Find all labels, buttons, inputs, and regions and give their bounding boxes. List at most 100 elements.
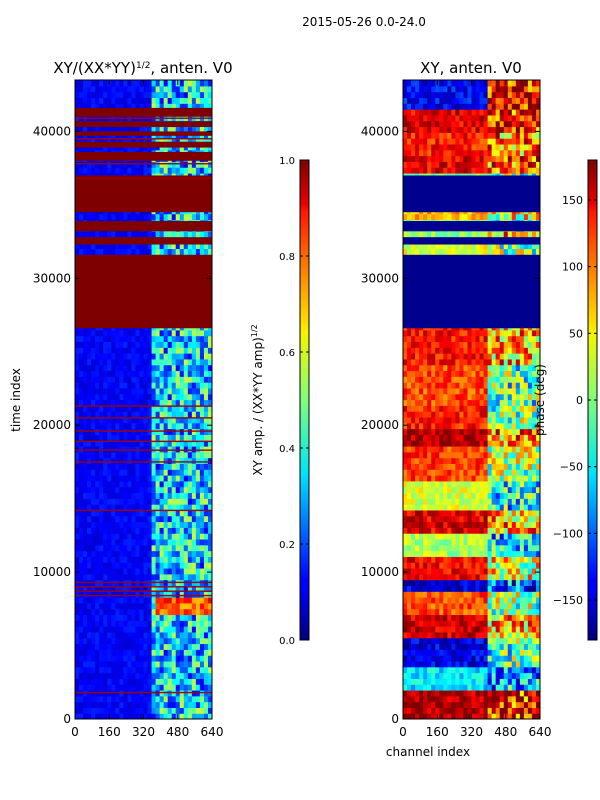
heatmap-cell xyxy=(423,666,428,674)
heatmap-cell xyxy=(491,631,497,639)
heatmap-cell xyxy=(519,649,525,656)
heatmap-cell xyxy=(171,562,177,569)
heatmap-cell xyxy=(199,353,205,360)
heatmap-cell xyxy=(171,126,177,133)
heatmap-cell xyxy=(135,358,141,366)
flagged-row-line xyxy=(75,449,212,451)
heatmap-cell xyxy=(111,80,116,87)
heatmap-cell xyxy=(175,480,181,488)
heatmap-cell xyxy=(139,440,145,447)
heatmap-cell xyxy=(491,585,497,592)
heatmap-cell xyxy=(167,103,173,110)
heatmap-cell xyxy=(111,242,116,250)
heatmap-cell xyxy=(147,231,153,238)
heatmap-cell xyxy=(159,399,165,406)
heatmap-cell xyxy=(91,376,96,383)
heatmap-cell xyxy=(95,562,100,569)
heatmap-cell xyxy=(167,672,173,679)
heatmap-cell xyxy=(83,231,88,238)
heatmap-cell xyxy=(171,329,177,337)
heatmap-cell xyxy=(123,457,128,464)
heatmap-cell xyxy=(191,213,197,221)
heatmap-cell xyxy=(175,393,181,401)
heatmap-cell xyxy=(535,567,540,575)
heatmap-cell xyxy=(79,358,84,366)
heatmap-cell xyxy=(159,85,165,93)
heatmap-cell xyxy=(135,608,141,616)
heatmap-cell xyxy=(191,527,197,534)
heatmap-cell xyxy=(95,631,100,639)
heatmap-cell xyxy=(83,451,88,459)
heatmap-cell xyxy=(111,660,116,668)
heatmap-cell xyxy=(87,515,92,523)
heatmap-cell xyxy=(175,562,181,569)
heatmap-cell xyxy=(151,434,157,441)
heatmap-cell xyxy=(139,329,145,337)
heatmap-cell xyxy=(131,341,137,348)
heatmap-cell xyxy=(147,567,153,575)
heatmap-cell xyxy=(163,405,169,412)
heatmap-cell xyxy=(419,666,424,674)
heatmap-cell xyxy=(163,422,169,430)
heatmap-cell xyxy=(167,533,173,540)
heatmap-cell xyxy=(207,533,212,540)
heatmap-cell xyxy=(503,695,509,703)
heatmap-cell xyxy=(515,707,521,714)
heatmap-cell xyxy=(167,573,173,581)
heatmap-cell xyxy=(103,701,108,708)
heatmap-cell xyxy=(99,550,104,557)
heatmap-cell xyxy=(87,80,92,87)
heatmap-cell xyxy=(95,457,100,464)
heatmap-cell xyxy=(99,416,104,424)
heatmap-cell xyxy=(487,672,493,679)
heatmap-cell xyxy=(435,544,440,552)
heatmap-cell xyxy=(459,707,465,714)
heatmap-cell xyxy=(151,167,157,174)
heatmap-cell xyxy=(459,573,465,581)
heatmap-cell xyxy=(203,393,209,401)
heatmap-cell xyxy=(83,556,88,563)
heatmap-cell xyxy=(191,631,197,639)
heatmap-cell xyxy=(203,97,209,104)
heatmap-cell xyxy=(167,457,173,464)
heatmap-cell xyxy=(463,562,469,569)
heatmap-cell xyxy=(203,509,209,517)
heatmap-cell xyxy=(103,440,108,447)
heatmap-cell xyxy=(491,672,497,679)
heatmap-cell xyxy=(439,689,444,697)
heatmap-cell xyxy=(151,631,157,639)
heatmap-cell xyxy=(435,701,440,708)
heatmap-cell xyxy=(91,591,96,598)
heatmap-cell xyxy=(151,405,157,412)
heatmap-cell xyxy=(95,335,100,343)
heatmap-cell xyxy=(159,655,165,662)
heatmap-cell xyxy=(183,341,189,348)
heatmap-cell xyxy=(91,463,96,470)
heatmap-cell xyxy=(95,643,100,650)
heatmap-cell xyxy=(207,660,212,668)
heatmap-cell xyxy=(99,445,104,453)
heatmap-cell xyxy=(115,463,120,470)
heatmap-cell xyxy=(191,393,197,401)
heatmap-cell xyxy=(163,660,169,668)
heatmap-cell xyxy=(107,364,112,372)
heatmap-cell xyxy=(451,620,456,627)
heatmap-cell xyxy=(127,608,133,616)
heatmap-cell xyxy=(135,463,141,470)
heatmap-cell xyxy=(195,248,201,255)
heatmap-cell xyxy=(523,707,529,714)
heatmap-cell xyxy=(131,701,137,708)
heatmap-cell xyxy=(123,242,128,250)
heatmap-cell xyxy=(419,591,424,598)
heatmap-cell xyxy=(463,666,469,674)
heatmap-cell xyxy=(127,573,133,581)
colorbar-tick-label: 0.0 xyxy=(279,636,295,647)
heatmap-cell xyxy=(171,666,177,674)
heatmap-cell xyxy=(127,533,133,540)
heatmap-cell xyxy=(483,684,489,691)
heatmap-cell xyxy=(103,329,108,337)
heatmap-cell xyxy=(207,486,212,494)
heatmap-cell xyxy=(123,411,128,418)
heatmap-cell xyxy=(131,475,137,482)
heatmap-cell xyxy=(155,556,161,563)
